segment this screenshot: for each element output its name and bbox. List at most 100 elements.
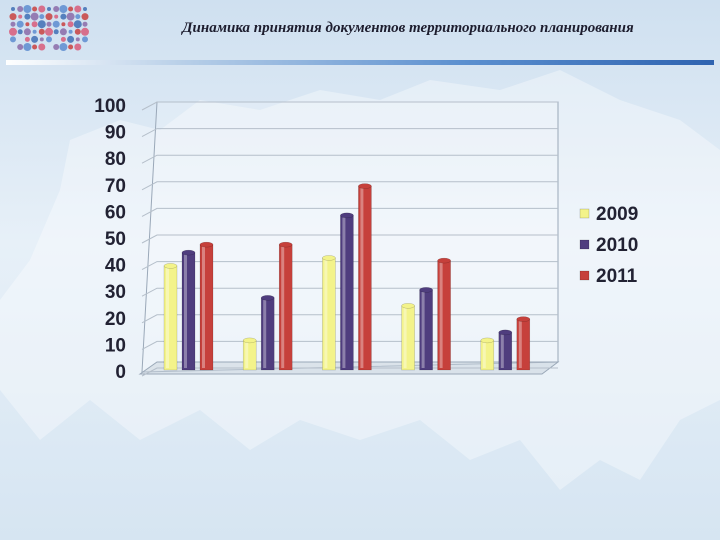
logo-dot (10, 21, 16, 27)
logo-dot (24, 13, 31, 20)
bar (516, 316, 531, 371)
logo-dot (11, 7, 15, 11)
logo-dot (81, 13, 89, 21)
logo-dot (9, 13, 17, 21)
logo-dot (23, 5, 32, 13)
legend-swatch (579, 270, 590, 281)
y-tick-label: 60 (105, 202, 126, 223)
logo-dot (39, 37, 44, 42)
logo-dot (59, 43, 68, 51)
bar (480, 337, 495, 371)
y-tick-label: 70 (105, 176, 126, 197)
legend-label: 2009 (596, 204, 638, 225)
logo-dot (17, 44, 24, 50)
logo-dot (74, 5, 82, 13)
logo-dot (67, 35, 75, 43)
logo-dot (37, 20, 46, 29)
logo-dot (46, 36, 52, 43)
logo-dot (17, 6, 24, 12)
logo (9, 5, 89, 51)
bar (437, 257, 451, 371)
bar (181, 249, 196, 371)
logo-dot (53, 44, 60, 50)
logo-dot (59, 28, 67, 36)
logo-dot (75, 14, 81, 20)
logo-dot (74, 28, 81, 35)
y-gridline (141, 207, 558, 217)
logo-dot (46, 21, 52, 27)
legend-swatch (579, 208, 590, 219)
logo-dot (32, 29, 37, 34)
y-tick-label: 100 (94, 96, 126, 117)
logo-dot (31, 35, 39, 43)
logo-dot (32, 44, 38, 50)
y-tick-label: 40 (105, 256, 126, 277)
logo-dot (75, 37, 80, 42)
logo-dot (68, 6, 74, 12)
bar (340, 212, 354, 371)
logo-dot (81, 27, 89, 36)
logo-dot (61, 22, 66, 27)
logo-dot (45, 27, 53, 36)
bar (419, 287, 433, 371)
y-tick-label: 80 (105, 149, 126, 170)
y-tick-label: 50 (105, 229, 126, 250)
legend-swatch (579, 239, 590, 250)
bar (278, 241, 293, 371)
logo-dot (23, 28, 31, 36)
logo-dot (9, 27, 17, 36)
logo-dot (74, 43, 82, 51)
logo-dot (60, 13, 67, 20)
y-tick-label: 90 (105, 123, 126, 144)
logo-dot (16, 20, 24, 28)
y-gridline (141, 261, 558, 271)
logo-dot (54, 14, 59, 19)
slide-title: Динамика принятия документов территориал… (182, 20, 634, 36)
logo-dot (53, 29, 59, 35)
bar (322, 255, 336, 371)
bar (163, 263, 178, 371)
logo-dot (17, 29, 23, 35)
logo-dot (52, 20, 60, 28)
y-gridline (141, 128, 558, 138)
legend-label: 2010 (596, 235, 638, 256)
logo-dot (82, 36, 88, 43)
logo-dot (66, 12, 75, 21)
logo-dot (30, 12, 39, 21)
y-tick-label: 0 (115, 362, 126, 383)
logo-dot (83, 7, 87, 11)
legend-label: 2011 (596, 266, 638, 287)
bar (242, 337, 257, 371)
logo-dot (73, 20, 82, 29)
logo-dot (68, 29, 73, 34)
y-tick-label: 30 (105, 282, 126, 303)
bar (401, 303, 415, 371)
logo-dot (38, 28, 45, 35)
logo-dot (18, 14, 23, 19)
logo-dot (24, 36, 30, 42)
logo-dot (10, 36, 16, 43)
y-tick-label: 20 (105, 309, 126, 330)
logo-dot (31, 21, 38, 28)
logo-dot (38, 5, 46, 13)
bar-chart: 0 10 20 30 40 50 60 70 80 90 100 2009 2010 2011 (94, 96, 638, 383)
logo-dot (25, 22, 30, 27)
logo-dot (60, 36, 66, 42)
bar (358, 183, 372, 371)
y-tick-label: 10 (105, 335, 126, 356)
logo-dot (82, 21, 88, 27)
bar (199, 241, 214, 371)
logo-dot (23, 43, 32, 51)
logo-dot (67, 21, 74, 28)
y-gridline (141, 181, 558, 191)
logo-dot (45, 13, 53, 21)
logo-dot (32, 6, 38, 12)
bar (260, 295, 275, 371)
logo-dot (59, 5, 68, 13)
title-divider (6, 60, 714, 65)
y-gridline (141, 234, 558, 244)
y-gridline (141, 101, 558, 111)
logo-dot (39, 14, 45, 20)
bar (498, 329, 513, 371)
y-gridline (141, 154, 558, 164)
